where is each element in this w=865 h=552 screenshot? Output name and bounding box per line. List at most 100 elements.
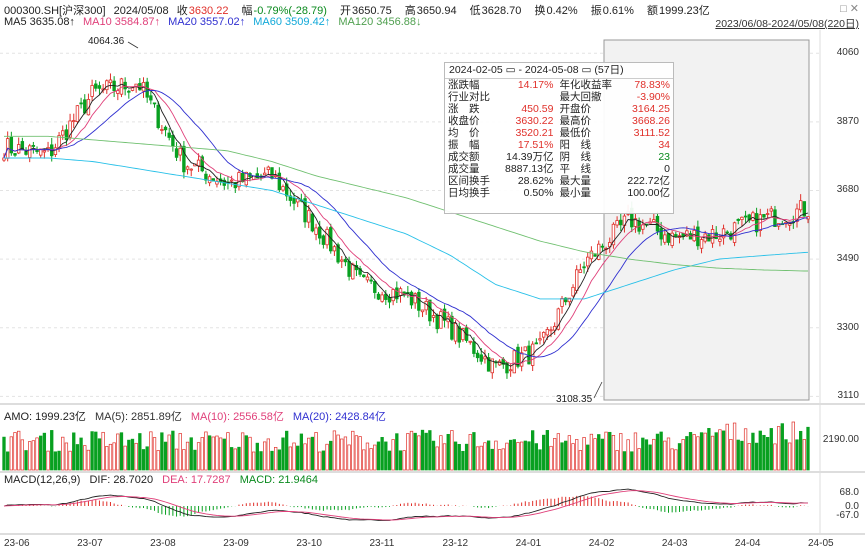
amo-bar <box>553 438 557 471</box>
candle-body <box>207 176 212 184</box>
amo-bar <box>637 448 641 471</box>
stats-label: 最高价 <box>559 115 591 127</box>
amo-bar <box>523 440 527 471</box>
amo-bars <box>2 421 810 471</box>
candle-body <box>718 238 722 242</box>
stats-value: 222.72亿 <box>627 175 670 187</box>
date-range[interactable]: 2023/06/08-2024/05/08(220日) <box>715 18 859 30</box>
candle-body <box>641 224 645 230</box>
high-label: 高 <box>404 5 416 17</box>
amo-bar <box>655 433 660 471</box>
amo-bar <box>35 437 39 471</box>
amo-ma5: MA(5): 2851.89亿 <box>95 411 182 423</box>
amo-bar <box>24 450 28 471</box>
candle-body <box>457 326 461 343</box>
candle-body <box>240 172 245 183</box>
amo-bar <box>795 439 799 471</box>
close-icon[interactable]: ✕ <box>849 3 859 15</box>
candle-body <box>586 256 590 267</box>
low-value: 3628.70 <box>481 5 522 17</box>
stats-value: 0 <box>664 163 670 175</box>
candle-body <box>310 213 315 232</box>
to-date[interactable]: 2024-05-08 <box>524 64 579 76</box>
sub-tick-label: -67.0 <box>836 510 859 521</box>
amo-bar <box>424 432 428 471</box>
amo-value: AMO: 1999.23亿 <box>4 411 86 423</box>
amo-bar <box>130 438 135 471</box>
candle-body <box>24 151 28 155</box>
candle-body <box>523 346 528 352</box>
amo-bar <box>417 435 421 471</box>
amo-bar <box>486 440 491 471</box>
price-tick-label: 3870 <box>836 115 859 127</box>
candle-body <box>541 332 546 338</box>
amo-bar <box>538 449 542 471</box>
header-row: 000300.SH[沪深300] 2024/05/08 收3630.22 幅-0… <box>4 2 720 18</box>
amo-bar <box>384 441 388 471</box>
amo-bar <box>457 443 461 471</box>
interval-stats-popup[interactable]: 2024-02-05 ▭ - 2024-05-08 ▭ (57日) 涨跌幅 14.… <box>444 62 674 214</box>
candle-body <box>754 213 759 233</box>
amo-bar <box>325 443 329 471</box>
amo-bar <box>406 433 410 471</box>
candle-body <box>633 218 638 227</box>
stats-label: 涨跌幅 <box>448 79 480 91</box>
amount-label: 额 <box>646 5 658 17</box>
high-pointer <box>127 41 139 49</box>
amo-bar <box>380 437 384 471</box>
amo-bar <box>501 448 505 471</box>
calendar-icon[interactable]: ▭ <box>578 64 595 76</box>
stats-row: 振 幅 17.51% 阳 线 34 <box>445 139 673 151</box>
candle-body <box>72 120 76 122</box>
amo-bar <box>248 436 252 471</box>
sub-tick-label: 68.0 <box>839 487 859 498</box>
candle-body <box>105 80 109 91</box>
amo-bar <box>707 428 711 471</box>
candle-body <box>277 172 282 191</box>
macd-panel <box>3 488 809 521</box>
price-tick-label: 3490 <box>836 253 859 265</box>
calendar-icon[interactable]: ▭ <box>502 64 519 76</box>
macd-name: MACD(12,26,9) <box>4 474 81 486</box>
candle-body <box>765 213 770 215</box>
amo-bar <box>461 450 465 471</box>
candle-body <box>575 269 579 291</box>
candle-body <box>619 219 623 226</box>
amo-bar <box>215 435 219 471</box>
candle-body <box>593 254 597 257</box>
turnover-label: 换 <box>534 5 546 17</box>
amo-bar <box>420 429 425 471</box>
amo-bar <box>222 438 226 471</box>
ma120-line <box>4 135 808 272</box>
stats-label: 收盘价 <box>448 115 480 127</box>
amo-bar <box>648 444 652 471</box>
ma20-label: MA20 3557.02↑ <box>168 16 246 28</box>
time-tick-label: 24-01 <box>515 538 542 549</box>
candle-body <box>343 259 348 263</box>
stats-label: 成交额 <box>448 151 480 163</box>
amo-bar <box>9 436 13 471</box>
candle-body <box>424 300 428 311</box>
amo-bar <box>318 451 322 471</box>
amo-bar <box>72 432 76 471</box>
candle-body <box>281 186 285 191</box>
amo-bar <box>446 433 450 471</box>
candle-body <box>736 218 740 221</box>
from-date[interactable]: 2024-02-05 <box>449 64 503 76</box>
amo-bar <box>479 445 483 471</box>
amo-bar <box>83 445 87 471</box>
amo-bar <box>545 430 549 471</box>
amo-bar <box>64 442 69 471</box>
amo-bar <box>200 437 204 471</box>
amo-bar <box>464 443 469 471</box>
candle-body <box>578 269 583 273</box>
candle-body <box>31 145 36 147</box>
candle-body <box>453 323 458 342</box>
candle-body <box>365 276 370 281</box>
amo-bar <box>42 432 47 471</box>
candle-body <box>450 315 454 340</box>
maximize-icon[interactable]: □ <box>840 3 847 15</box>
candle-body <box>42 150 47 153</box>
stats-value: 14.39万亿 <box>506 151 554 163</box>
